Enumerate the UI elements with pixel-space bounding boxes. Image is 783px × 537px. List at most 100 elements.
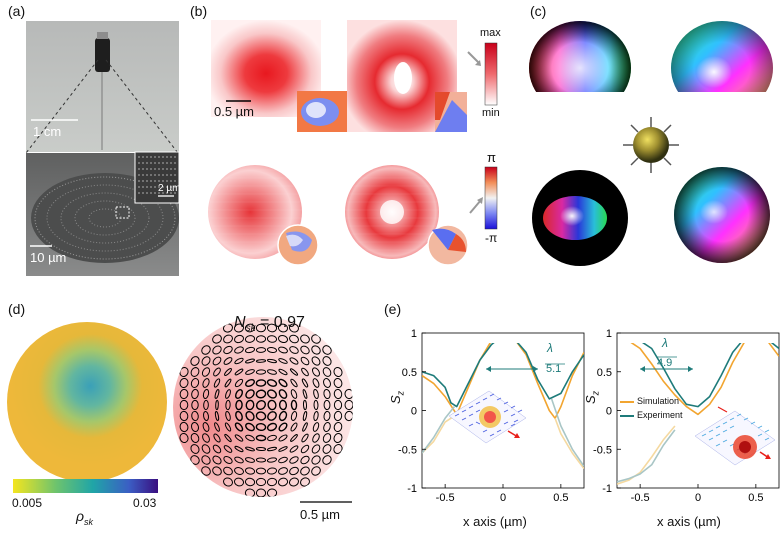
polarization-ellipse <box>333 377 343 389</box>
y-tick-label: -1 <box>602 483 612 495</box>
polarization-ellipse <box>235 410 243 422</box>
polarization-ellipse <box>278 346 288 354</box>
polarization-ellipse <box>213 433 221 443</box>
polarization-ellipse <box>245 358 255 364</box>
series-line <box>422 413 458 454</box>
x-tick-label: -0.5 <box>436 492 455 504</box>
polarization-ellipse <box>212 334 222 344</box>
polarization-ellipse <box>255 467 267 475</box>
polarization-ellipse <box>300 444 310 454</box>
polarization-ellipse <box>278 399 288 411</box>
polarization-ellipse <box>190 421 200 433</box>
polarization-ellipse <box>323 378 331 388</box>
panel-label-b: (b) <box>190 3 208 19</box>
polarization-ellipse <box>333 421 343 433</box>
polarization-ellipse <box>266 323 278 333</box>
chart2-lambda-num: λ <box>662 336 668 350</box>
y-tick-label: 0 <box>606 406 612 418</box>
polarization-ellipse <box>289 346 299 354</box>
polarization-ellipse <box>245 434 255 442</box>
polarization-ellipse <box>233 323 245 333</box>
polarization-ellipse <box>289 445 299 453</box>
polarization-ellipse <box>234 389 244 399</box>
amp-colorbar-max: max <box>480 27 501 39</box>
polarization-ellipse <box>278 446 288 452</box>
polarization-ellipse <box>300 356 310 366</box>
series-line <box>554 418 584 470</box>
polarization-ellipse <box>235 399 243 411</box>
polarization-ellipse <box>333 388 343 400</box>
polarization-ellipse <box>255 477 267 487</box>
polarization-ellipse <box>234 445 244 453</box>
rho-colorbar-label: ρsk <box>76 508 94 527</box>
polarization-ellipse <box>190 356 200 366</box>
polarization-ellipse <box>323 399 331 411</box>
poincare-sphere <box>633 127 669 163</box>
polarization-ellipse <box>290 399 298 411</box>
polarization-ellipse <box>333 399 343 411</box>
vector-inset-1 <box>448 390 527 444</box>
polarization-ellipse <box>202 388 210 400</box>
skyrmion-density-map <box>7 322 167 482</box>
polarization-ellipse <box>290 434 298 442</box>
polarization-ellipse <box>266 347 278 353</box>
polarization-ellipse <box>224 422 232 432</box>
y-tick-label: 1 <box>411 328 417 340</box>
scale-label-1cm: 1 cm <box>33 124 62 139</box>
polarization-ellipse <box>212 356 222 366</box>
chart1-lambda-den: 5.1 <box>546 363 562 375</box>
nsk-value: Nsk = 0.97 <box>234 314 305 335</box>
polarization-ellipse <box>277 477 289 487</box>
phase-colorbar <box>484 166 498 230</box>
polarization-ellipse <box>255 488 267 497</box>
polarization-ellipse <box>323 410 331 422</box>
panel-c <box>528 21 776 266</box>
polarization-ellipse <box>278 456 288 464</box>
polarization-ellipse <box>245 446 255 452</box>
polarization-ellipse <box>290 422 298 432</box>
polarization-ellipse <box>223 477 233 487</box>
polarization-ellipse <box>244 477 256 487</box>
polarization-ellipse <box>245 378 255 388</box>
polarization-ellipse <box>266 457 278 463</box>
polarization-ellipse <box>278 410 288 422</box>
sphere-arrows <box>623 117 679 173</box>
polarization-ellipse <box>255 379 267 387</box>
polarization-ellipse-map <box>173 317 353 497</box>
panel-label-c: (c) <box>530 3 547 19</box>
series-line <box>550 398 584 467</box>
polarization-ellipse <box>302 389 308 399</box>
polarization-ellipse <box>244 467 256 475</box>
polarization-ellipse <box>245 457 255 463</box>
polarization-ellipse <box>244 335 256 343</box>
polarization-ellipse <box>190 433 200 443</box>
polarization-ellipse <box>267 369 277 375</box>
chart2-lambda-den: 4.9 <box>657 357 673 369</box>
polarization-ellipse <box>278 467 288 475</box>
polarization-ellipse <box>290 389 298 399</box>
amp-exp-gaussian <box>208 165 302 259</box>
polarization-ellipse <box>333 410 343 422</box>
polarization-ellipse <box>179 410 189 422</box>
fiber-ferrule <box>95 38 110 72</box>
polarization-ellipse <box>266 379 278 387</box>
polarization-ellipse <box>312 422 320 432</box>
polarization-ellipse <box>244 323 256 333</box>
x-tick-label: 0 <box>695 492 701 504</box>
x-tick-label: -0.5 <box>631 492 650 504</box>
polarization-ellipse <box>323 422 331 432</box>
panel-label-d: (d) <box>8 301 26 317</box>
polarization-ellipse <box>255 446 267 452</box>
polarization-ellipse <box>202 378 210 388</box>
polarization-ellipse <box>223 345 233 355</box>
polarization-ellipse <box>312 367 320 377</box>
polarization-ellipse <box>312 433 320 443</box>
polarization-ellipse <box>302 410 308 422</box>
polarization-ellipse <box>289 456 299 464</box>
polarization-ellipse <box>300 455 310 465</box>
polarization-ellipse <box>244 346 256 354</box>
polarization-ellipse <box>201 444 211 454</box>
polarization-ellipse <box>290 378 298 388</box>
polarization-ellipse <box>201 455 211 465</box>
